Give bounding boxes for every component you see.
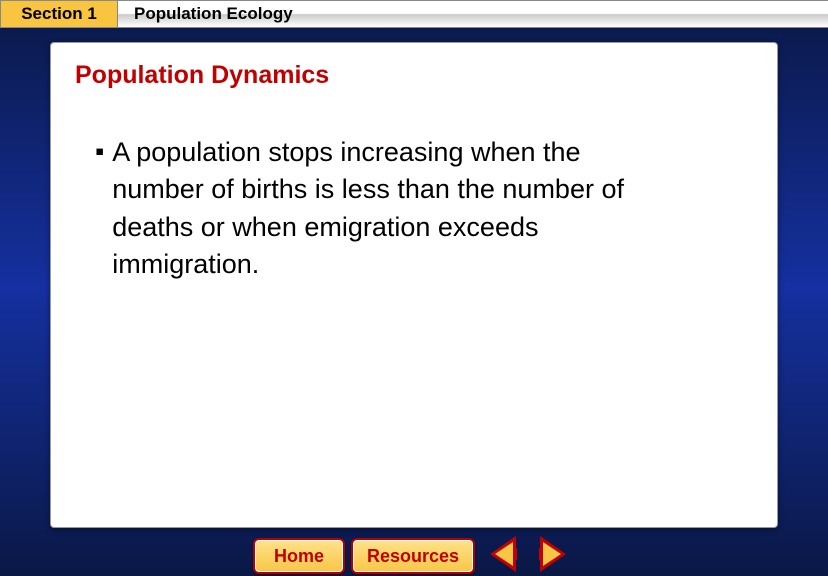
- section-label: Section 1: [0, 0, 118, 28]
- header-bar: Section 1 Population Ecology: [0, 0, 828, 28]
- content-panel: Population Dynamics ▪ A population stops…: [50, 42, 778, 528]
- home-button[interactable]: Home: [253, 538, 345, 574]
- slide-heading: Population Dynamics: [75, 61, 753, 90]
- resources-button[interactable]: Resources: [351, 538, 475, 574]
- arrow-left-icon: [483, 534, 523, 574]
- prev-button[interactable]: [481, 534, 525, 574]
- bullet-text: A population stops increasing when the n…: [112, 134, 672, 283]
- bottom-nav: Home Resources: [0, 532, 828, 576]
- next-button[interactable]: [531, 534, 575, 574]
- bullet-marker-icon: ▪: [95, 134, 104, 169]
- chapter-title: Population Ecology: [118, 0, 828, 28]
- bullet-item: ▪ A population stops increasing when the…: [75, 134, 753, 283]
- arrow-right-icon: [533, 534, 573, 574]
